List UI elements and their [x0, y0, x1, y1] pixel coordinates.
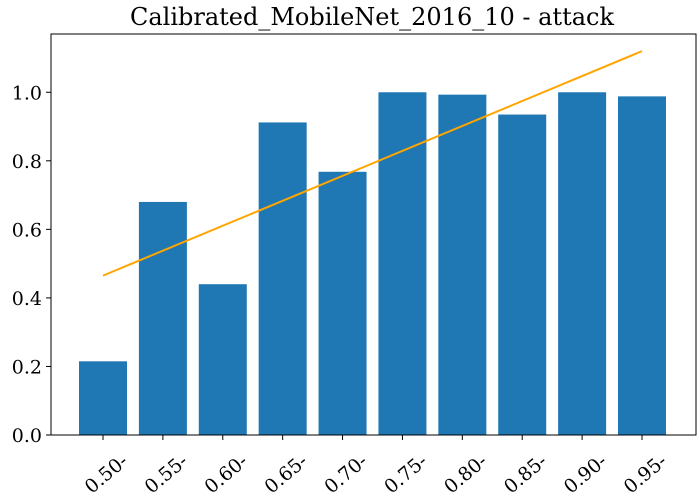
x-tick-label: 0.50-: [81, 450, 132, 498]
bar-095: [618, 96, 666, 435]
x-tick-label: 0.80-: [440, 450, 491, 498]
reference-line: [102, 50, 643, 277]
y-tick-label: 0.6: [12, 219, 42, 241]
x-tick-label: 0.95-: [620, 450, 671, 498]
y-tick-label: 0.0: [12, 425, 42, 447]
bar-055: [138, 201, 187, 435]
bar-layer: [79, 92, 666, 436]
bar-060: [198, 284, 247, 435]
x-tick-label: 0.65-: [260, 450, 311, 498]
x-tick-label: 0.70-: [320, 450, 371, 498]
bar-070: [318, 171, 367, 435]
axes: [50, 33, 697, 436]
x-tick-label: 0.60-: [201, 450, 252, 498]
y-axis-ticks: 0.0 0.2 0.4 0.6 0.8 1.0: [12, 82, 51, 447]
x-tick-label: 0.85-: [500, 450, 551, 498]
x-tick-label: 0.90-: [560, 450, 611, 498]
y-tick-label: 1.0: [12, 82, 42, 104]
bar-050: [79, 361, 127, 435]
bar-085: [498, 114, 547, 436]
x-tick-label: 0.55-: [141, 450, 192, 498]
y-tick-label: 0.8: [12, 151, 42, 173]
bar-075: [378, 92, 427, 435]
x-axis-ticks: 0.50- 0.55- 0.60- 0.65- 0.70- 0.75- 0.80- 0.85-…: [81, 435, 671, 498]
plot-frame: [50, 33, 697, 436]
bar-090: [558, 92, 607, 435]
y-tick-label: 0.4: [12, 288, 42, 310]
bar-080: [438, 94, 487, 436]
reference-line-layer: [102, 50, 643, 277]
x-tick-label: 0.75-: [380, 450, 431, 498]
y-tick-label: 0.2: [12, 356, 42, 378]
chart-title: Calibrated_MobileNet_2016_10 - attack: [130, 3, 615, 31]
bar-065: [258, 122, 307, 435]
